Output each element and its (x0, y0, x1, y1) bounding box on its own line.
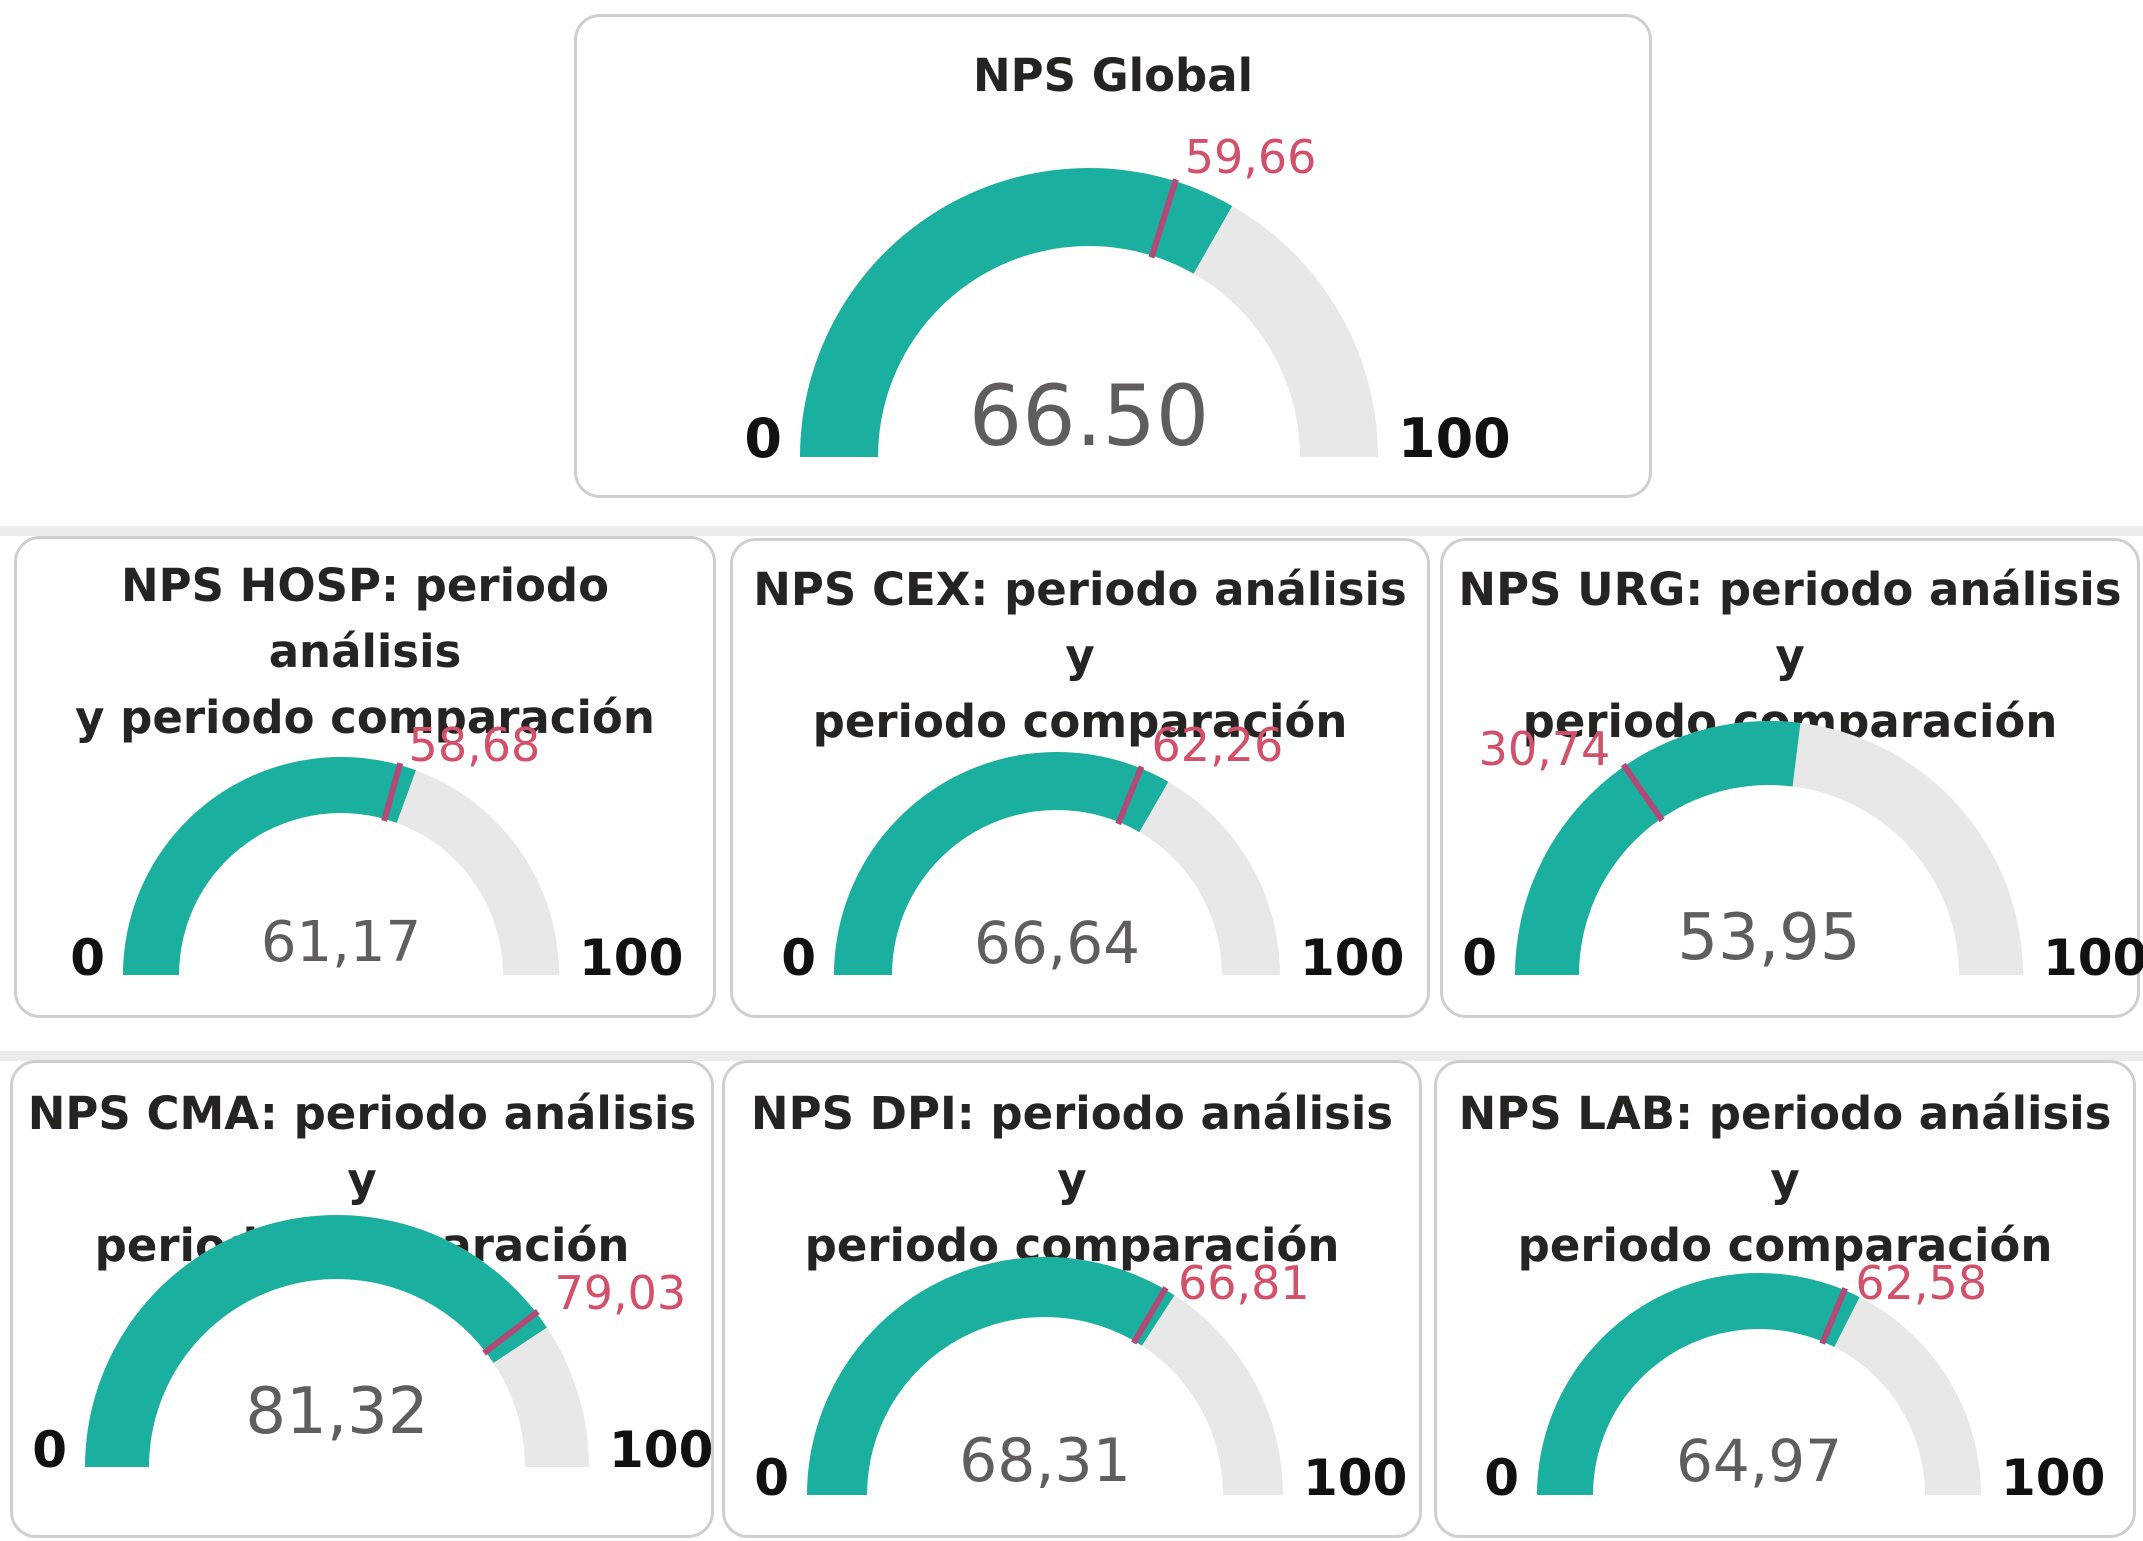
gauge-value-label: 81,32 (245, 1375, 428, 1449)
card-title: NPS URG: periodo análisis y periodo comp… (1458, 563, 2122, 748)
gauge-value-label: 64,97 (1676, 1427, 1842, 1495)
gauge-value-label: 66.50 (969, 367, 1209, 465)
row-separator (0, 1051, 2143, 1061)
gauge-value-label: 61,17 (261, 910, 421, 975)
gauge-max-label: 100 (1303, 1449, 1407, 1507)
gauge-value-label: 66,64 (974, 909, 1140, 977)
gauge-card-nps-lab: NPS LAB: periodo análisis y periodo comp… (1434, 1060, 2136, 1538)
gauge-target-marker (1115, 765, 1145, 826)
gauge-card-nps-dpi: NPS DPI: periodo análisis y periodo comp… (722, 1060, 1422, 1538)
gauge-target-marker (1131, 1286, 1169, 1345)
gauge-value-arc (85, 1215, 547, 1467)
gauge-card-nps-cma: NPS CMA: periodo análisis y periodo comp… (10, 1060, 714, 1538)
gauge-min-label: 0 (32, 1421, 67, 1479)
gauge-target-label: 62,58 (1855, 1256, 1987, 1310)
gauge-card-nps-urg: NPS URG: periodo análisis y periodo comp… (1440, 538, 2143, 1018)
gauge-chart: 58,68 61,17 0 100 (70, 718, 683, 987)
gauge-target-marker (1148, 178, 1179, 259)
gauge-chart: 66,81 68,31 0 100 (754, 1256, 1407, 1507)
gauge-min-label: 0 (70, 929, 105, 987)
gauge-target-label: 30,74 (1479, 722, 1611, 776)
gauge-value-arc (800, 167, 1233, 457)
gauge-value-arc (123, 757, 416, 975)
gauge-max-label: 100 (2043, 929, 2143, 987)
gauge-card-nps-global: NPS Global 59,66 66.50 0 100 (574, 14, 1652, 498)
card-title: NPS HOSP: periodo análisis y periodo com… (75, 559, 655, 744)
gauge-min-label: 0 (1484, 1449, 1519, 1507)
card-title: NPS Global (973, 49, 1253, 102)
gauge-min-label: 0 (1462, 929, 1497, 987)
gauge-card-nps-hosp: NPS HOSP: periodo análisis y periodo com… (14, 536, 716, 1018)
gauge-target-marker (1819, 1287, 1849, 1345)
gauge-value-arc (834, 752, 1169, 975)
gauge-value-arc (807, 1257, 1175, 1495)
gauge-max-label: 100 (1398, 407, 1511, 470)
gauge-max-label: 100 (609, 1421, 713, 1479)
gauge-target-label: 58,68 (409, 718, 541, 772)
gauge-max-label: 100 (1300, 929, 1404, 987)
card-title: NPS DPI: periodo análisis y periodo comp… (750, 1087, 1394, 1272)
gauge-chart: 59,66 66.50 0 100 (744, 130, 1511, 470)
gauge-target-marker (482, 1309, 540, 1356)
gauge-target-label: 59,66 (1185, 130, 1317, 184)
gauge-min-label: 0 (781, 929, 816, 987)
gauge-chart: 30,74 53,95 0 100 (1462, 721, 2143, 987)
card-title: NPS LAB: periodo análisis y periodo comp… (1458, 1087, 2112, 1272)
gauge-value-label: 68,31 (959, 1426, 1131, 1496)
gauge-min-label: 0 (744, 407, 782, 470)
gauge-max-label: 100 (2001, 1449, 2105, 1507)
gauge-max-label: 100 (579, 929, 683, 987)
gauge-target-marker (1620, 762, 1665, 823)
gauge-card-nps-cex: NPS CEX: periodo análisis y periodo comp… (730, 538, 1430, 1018)
gauge-chart: 62,58 64,97 0 100 (1484, 1256, 2105, 1507)
gauge-target-label: 62,26 (1152, 718, 1284, 772)
gauge-target-label: 66,81 (1178, 1256, 1310, 1310)
gauge-min-label: 0 (754, 1449, 789, 1507)
gauge-value-arc (1537, 1273, 1860, 1495)
gauge-value-arc (1515, 721, 1801, 975)
gauge-value-label: 53,95 (1677, 901, 1860, 975)
card-title: NPS CEX: periodo análisis y periodo comp… (753, 563, 1407, 748)
gauge-target-label: 79,03 (554, 1266, 686, 1320)
row-separator (0, 526, 2143, 536)
gauge-target-marker (381, 762, 404, 822)
gauge-chart: 62,26 66,64 0 100 (781, 718, 1404, 987)
gauge-chart: 79,03 81,32 0 100 (32, 1215, 713, 1479)
